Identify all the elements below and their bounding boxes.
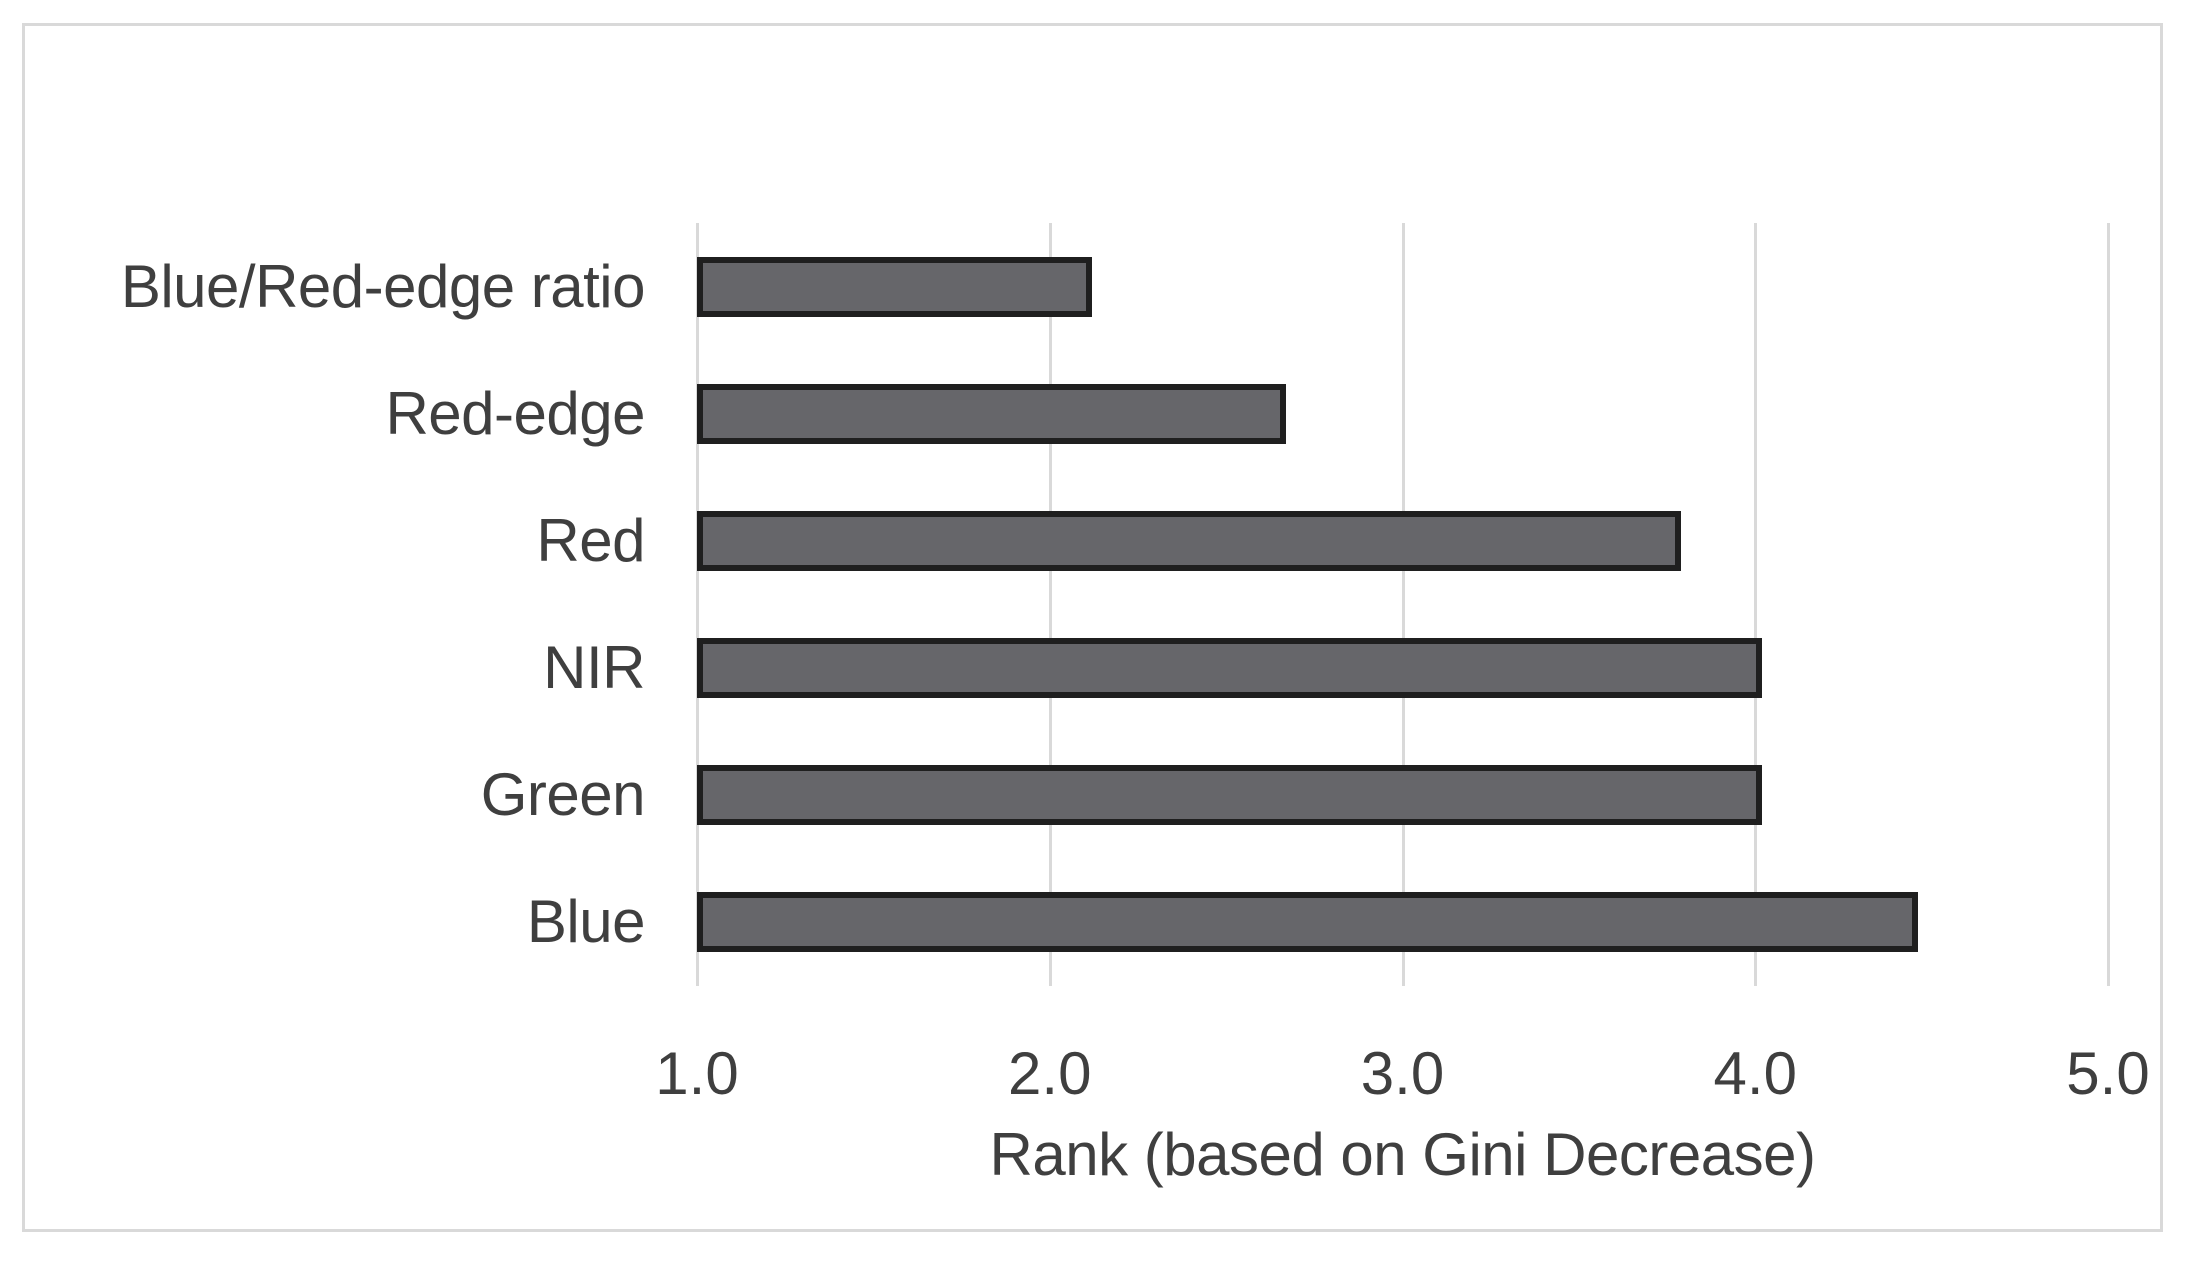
gridline-5.0	[2107, 223, 2110, 986]
chart-frame: Blue/Red-edge ratio Red-edge Red NIR Green Bl…	[22, 23, 2163, 1232]
gridline-1.0	[696, 223, 699, 986]
category-label-blue: Blue	[526, 888, 646, 956]
bar-nir	[697, 638, 1763, 699]
x-tick-label-2.0: 2.0	[1008, 1040, 1092, 1107]
gridline-4.0	[1754, 223, 1758, 986]
category-label-blue-red-edge-ratio: Blue/Red-edge ratio	[120, 252, 646, 320]
bar-red	[697, 510, 1682, 571]
x-tick-label-5.0: 5.0	[2066, 1040, 2150, 1107]
bar-green	[697, 765, 1763, 826]
category-label-nir: NIR	[543, 634, 645, 702]
gridline-3.0	[1401, 223, 1405, 986]
category-label-green: Green	[480, 761, 646, 829]
x-tick-label-3.0: 3.0	[1360, 1040, 1445, 1107]
bar-blue-red-edge-ratio	[697, 256, 1093, 317]
x-axis-title: Rank (based on Gini Decrease)	[989, 1121, 1816, 1188]
x-tick-label-4.0: 4.0	[1713, 1040, 1797, 1107]
gridline-2.0	[1048, 223, 1052, 986]
bar-red-edge	[697, 383, 1287, 444]
plot-area	[696, 223, 2110, 986]
category-label-red: Red	[536, 506, 645, 574]
category-label-red-edge: Red-edge	[385, 379, 645, 447]
x-tick-label-1.0: 1.0	[655, 1040, 739, 1107]
bar-blue	[697, 892, 1918, 953]
